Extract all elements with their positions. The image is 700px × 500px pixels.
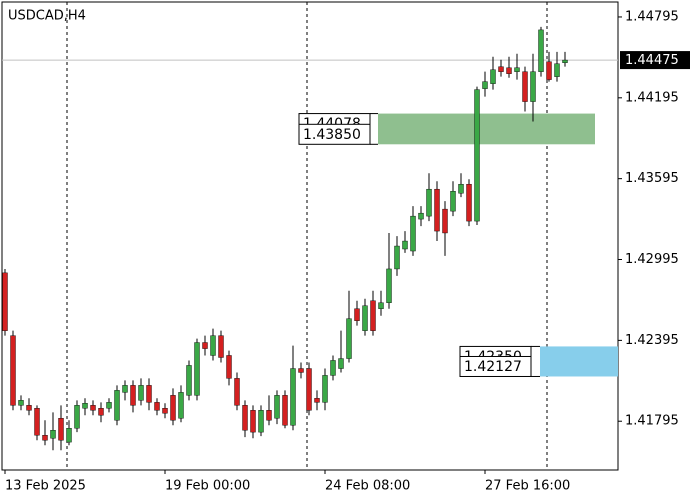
candle-body xyxy=(346,318,352,359)
candle-body xyxy=(2,272,8,331)
candle-body xyxy=(242,405,248,431)
candle-body xyxy=(154,402,160,411)
candle-body xyxy=(82,403,88,409)
x-tick-label: 13 Feb 2025 xyxy=(5,479,86,494)
candle-body xyxy=(522,71,528,102)
candle-body xyxy=(546,61,552,80)
candle-body xyxy=(210,335,216,356)
candle-body xyxy=(354,308,360,321)
candle-body xyxy=(482,81,488,89)
candle-body xyxy=(370,300,376,331)
candle-body xyxy=(226,355,232,379)
candle-body xyxy=(450,190,456,212)
y-tick-label: 1.41795 xyxy=(625,414,679,429)
candle-body xyxy=(490,69,496,84)
candle-body xyxy=(106,402,112,409)
candle-body xyxy=(266,410,272,421)
candle-body xyxy=(146,385,152,403)
candle-body xyxy=(258,410,264,433)
y-tick-label: 1.44795 xyxy=(625,9,679,24)
y-tick-label: 1.44195 xyxy=(625,90,679,105)
y-tick-label: 1.43595 xyxy=(625,171,679,186)
candle-body xyxy=(90,405,96,411)
candle-body xyxy=(138,385,144,401)
candle-body xyxy=(306,368,312,411)
price-label: 1.42127 xyxy=(464,359,522,375)
candle-body xyxy=(10,335,16,406)
x-tick-label: 24 Feb 08:00 xyxy=(325,479,410,494)
candle-body xyxy=(130,385,136,406)
candle-body xyxy=(362,305,368,331)
candle-body xyxy=(202,342,208,349)
candle-body xyxy=(418,212,424,220)
y-tick-label: 1.42995 xyxy=(625,252,679,267)
candle-body xyxy=(378,302,384,309)
candle-body xyxy=(218,335,224,358)
candle-body xyxy=(42,435,48,441)
candle-body xyxy=(322,375,328,403)
zone xyxy=(540,346,618,377)
candle-body xyxy=(434,188,440,232)
candle-body xyxy=(426,188,432,217)
candle-body xyxy=(474,89,480,222)
candle-body xyxy=(314,398,320,403)
candle-body xyxy=(514,67,520,72)
candle-body xyxy=(394,245,400,270)
candle-body xyxy=(194,342,200,396)
candle-body xyxy=(26,405,32,411)
candle-body xyxy=(18,400,24,406)
candle-body xyxy=(162,408,168,414)
y-tick-label: 1.42395 xyxy=(625,333,679,348)
candle-body xyxy=(498,66,504,72)
candle-body xyxy=(178,392,184,419)
x-tick-label: 27 Feb 16:00 xyxy=(485,479,570,494)
candle-body xyxy=(386,268,392,303)
candle-body xyxy=(50,430,56,439)
candle-body xyxy=(74,405,80,429)
candle-body xyxy=(66,428,72,443)
candle-body xyxy=(170,395,176,421)
candle-body xyxy=(530,71,536,102)
x-tick-label: 19 Feb 00:00 xyxy=(165,479,250,494)
candle-body xyxy=(330,360,336,376)
candle-body xyxy=(410,215,416,252)
candle-body xyxy=(234,378,240,406)
candle-body xyxy=(186,365,192,396)
candle-body xyxy=(402,240,408,250)
candle-body xyxy=(466,183,472,222)
candle-body xyxy=(298,368,304,373)
candle-body xyxy=(458,183,464,194)
price-label-box xyxy=(459,355,532,377)
candle-body xyxy=(34,408,40,436)
candle-body xyxy=(562,59,568,63)
zone xyxy=(378,113,595,145)
candle-body xyxy=(442,208,448,234)
candle-body xyxy=(98,408,104,416)
candle-body xyxy=(282,395,288,426)
candle-body xyxy=(506,67,512,74)
candle-body xyxy=(338,358,344,369)
current-price-box xyxy=(620,51,690,70)
candle-body xyxy=(122,385,128,393)
candle-body xyxy=(538,29,544,72)
current-price-label: 1.44475 xyxy=(625,53,679,68)
price-label-box xyxy=(298,123,371,145)
candle-body xyxy=(114,390,120,421)
chart-title: USDCAD,H4 xyxy=(8,9,86,24)
candle-body xyxy=(274,395,280,419)
price-label: 1.43850 xyxy=(303,127,361,143)
candle-body xyxy=(554,63,560,77)
candle-body xyxy=(250,410,256,433)
candle-body xyxy=(58,418,64,441)
candle-body xyxy=(290,368,296,426)
